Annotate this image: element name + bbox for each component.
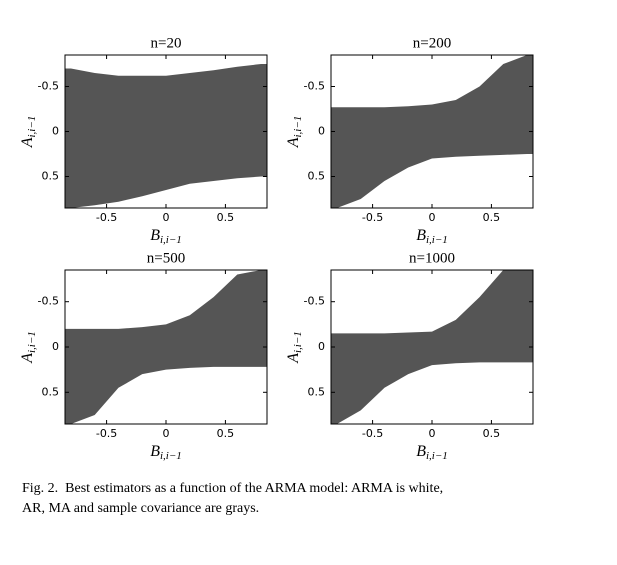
- y-axis-label-main: A: [285, 137, 302, 148]
- x-axis-label-sub: i,i−1: [160, 234, 182, 246]
- x-axis-label-sub: i,i−1: [426, 234, 448, 246]
- y-tick-label: -0.5: [38, 80, 59, 93]
- panel-title: n=20: [151, 35, 182, 51]
- white-region: [331, 55, 533, 108]
- y-axis-label-sub: i,i−1: [26, 116, 38, 138]
- y-tick-label: 0.5: [308, 385, 326, 398]
- x-tick-label: -0.5: [96, 211, 117, 224]
- y-tick-label: 0: [318, 125, 325, 138]
- y-tick-label: 0: [318, 340, 325, 353]
- y-axis-label-sub: i,i−1: [292, 116, 304, 138]
- x-tick-label: 0.5: [217, 427, 235, 440]
- white-region: [65, 176, 267, 208]
- y-axis-label-main: A: [19, 353, 36, 364]
- x-axis-label: Bi,i−1: [150, 227, 182, 246]
- y-axis-label: Ai,i−1: [285, 116, 304, 149]
- y-axis-label: Ai,i−1: [19, 116, 38, 149]
- x-tick-label: 0.5: [483, 427, 501, 440]
- x-axis-label: Bi,i−1: [416, 443, 448, 462]
- x-tick-label: -0.5: [362, 427, 383, 440]
- white-region: [65, 366, 267, 424]
- y-tick-label: 0.5: [42, 170, 60, 183]
- x-axis-label-main: B: [150, 227, 160, 244]
- panel-title: n=1000: [409, 250, 455, 266]
- y-axis-label: Ai,i−1: [19, 331, 38, 364]
- x-axis-label-sub: i,i−1: [426, 450, 448, 462]
- x-axis-label-sub: i,i−1: [160, 450, 182, 462]
- y-axis-label: Ai,i−1: [285, 331, 304, 364]
- y-tick-label: 0.5: [308, 170, 326, 183]
- caption-line: Fig. 2. Best estimators as a function of…: [22, 481, 443, 496]
- y-axis-label-sub: i,i−1: [26, 331, 38, 353]
- x-tick-label: 0: [429, 211, 436, 224]
- y-axis-label-sub: i,i−1: [292, 331, 304, 353]
- panel-title: n=500: [147, 250, 185, 266]
- y-axis-label-main: A: [285, 353, 302, 364]
- x-axis-label-main: B: [416, 227, 426, 244]
- x-axis-label-main: B: [150, 443, 160, 460]
- white-region: [65, 55, 267, 76]
- caption-line: AR, MA and sample covariance are grays.: [22, 501, 259, 516]
- x-tick-label: 0: [163, 427, 170, 440]
- y-tick-label: -0.5: [304, 80, 325, 93]
- y-tick-label: -0.5: [38, 295, 59, 308]
- panel-title: n=200: [413, 35, 451, 51]
- white-region: [331, 270, 533, 334]
- x-tick-label: 0: [429, 427, 436, 440]
- x-tick-label: 0.5: [217, 211, 235, 224]
- y-tick-label: -0.5: [304, 295, 325, 308]
- x-tick-label: 0.5: [483, 211, 501, 224]
- x-axis-label: Bi,i−1: [416, 227, 448, 246]
- x-tick-label: -0.5: [362, 211, 383, 224]
- y-tick-label: 0: [52, 340, 59, 353]
- white-region: [65, 270, 267, 329]
- y-tick-label: 0.5: [42, 385, 60, 398]
- x-axis-label-main: B: [416, 443, 426, 460]
- x-tick-label: 0: [163, 211, 170, 224]
- white-region: [331, 154, 533, 208]
- x-axis-label: Bi,i−1: [150, 443, 182, 462]
- white-region: [331, 362, 533, 424]
- y-axis-label-main: A: [19, 137, 36, 148]
- y-tick-label: 0: [52, 125, 59, 138]
- x-tick-label: -0.5: [96, 427, 117, 440]
